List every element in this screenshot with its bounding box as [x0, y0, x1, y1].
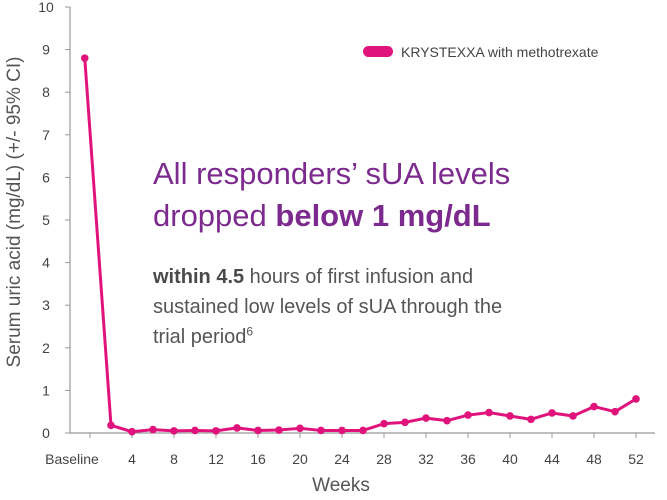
- series-line: [83, 58, 637, 434]
- data-point: [506, 412, 514, 420]
- y-tick-label: 2: [42, 340, 50, 356]
- x-tick-label: 44: [544, 451, 560, 467]
- data-point: [296, 424, 304, 433]
- data-point: [485, 408, 493, 417]
- legend-label: KRYSTEXXA with methotrexate: [401, 44, 599, 60]
- data-point: [170, 427, 178, 435]
- data-point: [527, 415, 535, 424]
- legend-swatch: [363, 46, 393, 57]
- body-text: within 4.5 hours of first infusion and s…: [153, 262, 643, 352]
- body-line-1-rest: hours of first infusion and: [244, 266, 474, 288]
- body-emphasis: within 4.5: [153, 266, 245, 288]
- y-tick-label: 8: [42, 84, 50, 100]
- y-axis: 0 1 2 3 4 5 6 7 8 9 10: [38, 0, 71, 441]
- y-tick-label: 4: [42, 255, 50, 271]
- headline-line-1: All responders’ sUA levels: [153, 156, 511, 191]
- data-point: [317, 426, 325, 435]
- x-tick-label: 32: [418, 451, 434, 467]
- x-tick-label: 36: [460, 451, 476, 467]
- data-point: [443, 416, 451, 425]
- x-tick-label: 24: [334, 451, 350, 467]
- y-tick-label: 10: [38, 0, 54, 15]
- data-point: [464, 411, 472, 419]
- y-tick-label: 3: [42, 297, 50, 313]
- y-tick-label: 1: [42, 382, 50, 398]
- x-tick-label: 20: [292, 451, 308, 467]
- data-point: [611, 407, 619, 416]
- x-axis-title: Weeks: [312, 475, 370, 496]
- headline-line-2: dropped below 1 mg/dL: [153, 195, 633, 237]
- data-point: [254, 426, 262, 435]
- x-tick-label: 16: [250, 451, 266, 467]
- data-point: [632, 395, 640, 403]
- y-axis-title: Serum uric acid (mg/dL) (+/- 95% CI): [4, 57, 25, 368]
- data-point: [401, 418, 409, 427]
- body-line-3: trial period6: [153, 322, 643, 352]
- x-tick-label: 40: [502, 451, 518, 467]
- body-line-2: sustained low levels of sUA through the: [153, 296, 503, 318]
- y-tick-label: 6: [42, 169, 50, 185]
- data-point: [338, 426, 346, 435]
- y-tick-label: 9: [42, 42, 50, 58]
- footnote-marker: 6: [246, 324, 254, 339]
- data-point: [422, 414, 430, 422]
- headline-prefix: dropped: [153, 198, 276, 233]
- data-point: [80, 54, 89, 62]
- data-point: [359, 426, 367, 435]
- x-tick-label: Baseline: [45, 451, 99, 467]
- data-point: [548, 409, 556, 417]
- x-tick-label: 28: [376, 451, 392, 467]
- x-tick-label: 52: [628, 451, 644, 467]
- data-point: [128, 427, 136, 436]
- legend: KRYSTEXXA with methotrexate: [363, 44, 599, 60]
- data-point: [590, 402, 598, 411]
- x-tick-label: 12: [208, 451, 224, 467]
- y-tick-label: 5: [42, 212, 50, 228]
- headline-emphasis: below 1 mg/dL: [275, 198, 491, 233]
- y-tick-label: 7: [42, 127, 50, 143]
- body-line-3-text: trial period: [153, 326, 247, 348]
- x-tick-label: 4: [128, 451, 136, 467]
- data-point: [233, 424, 241, 432]
- data-point: [191, 426, 199, 435]
- data-point: [107, 421, 115, 430]
- headline: All responders’ sUA levels dropped below…: [153, 153, 633, 237]
- data-point: [380, 419, 388, 428]
- x-tick-label: 8: [170, 451, 178, 467]
- y-tick-label: 0: [42, 425, 50, 441]
- data-point: [149, 425, 157, 434]
- data-point: [275, 426, 283, 434]
- body-line-1: within 4.5 hours of first infusion and: [153, 262, 643, 292]
- x-tick-label: 48: [586, 451, 602, 467]
- x-axis: Baseline 4 8 12 16 20 24 28 32 36 40 44 48 52: [45, 432, 655, 467]
- series-group: [80, 54, 640, 436]
- data-point: [569, 412, 577, 420]
- data-point: [212, 427, 220, 435]
